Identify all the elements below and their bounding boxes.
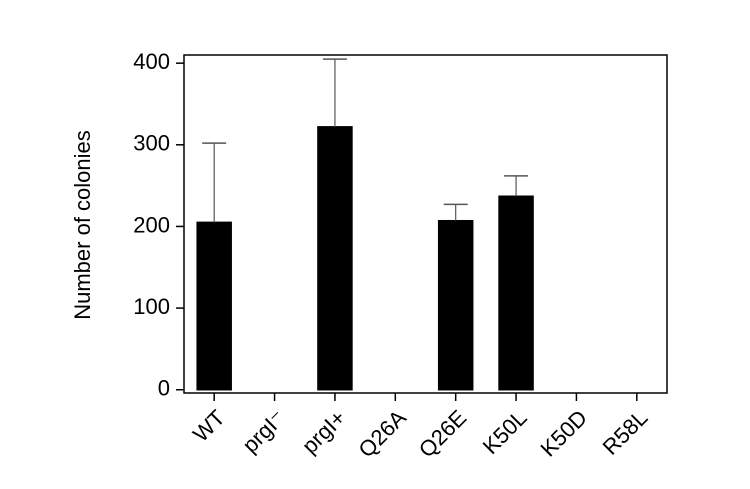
y-tick-label: 100 xyxy=(133,294,170,319)
x-tick-label: Q26E xyxy=(414,405,471,462)
y-tick-label: 300 xyxy=(133,131,170,156)
plot-frame xyxy=(183,54,668,394)
y-tick-label: 200 xyxy=(133,212,170,237)
x-tick-label: Q26A xyxy=(353,405,411,463)
bar xyxy=(196,221,232,391)
bar xyxy=(317,126,353,391)
x-tick-label: K50L xyxy=(478,405,532,459)
y-tick-label: 400 xyxy=(133,49,170,74)
x-tick-label: R58L xyxy=(598,405,653,460)
x-tick-label: K50D xyxy=(535,405,592,462)
x-tick-label: prgI⁻ xyxy=(238,405,291,458)
y-tick-label: 0 xyxy=(158,376,170,401)
x-tick-label: prgI+ xyxy=(297,405,351,459)
bar xyxy=(498,195,534,391)
x-tick-label: WT xyxy=(188,405,230,447)
y-axis-label: Number of colonies xyxy=(70,130,95,320)
bar xyxy=(437,219,474,391)
